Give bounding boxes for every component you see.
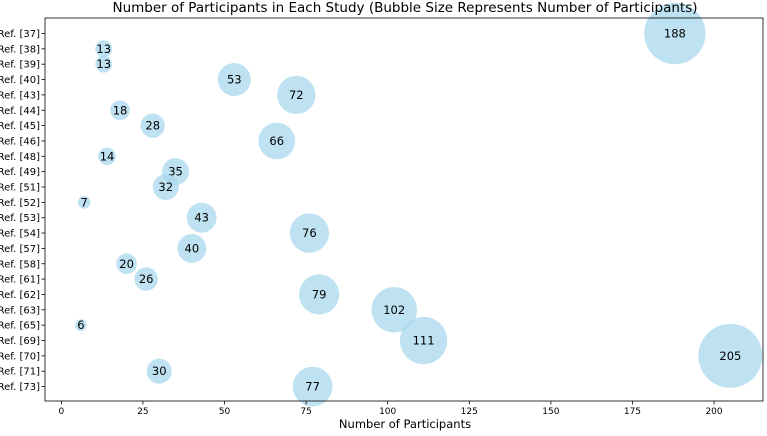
bubble	[292, 366, 333, 407]
x-tick-label: 125	[461, 407, 478, 417]
y-tick-label: Ref. [54]	[0, 229, 40, 240]
y-tick-label: Ref. [70]	[0, 351, 40, 362]
bubble-value-label: 13	[96, 57, 111, 71]
bubble-value-label: 205	[719, 349, 741, 363]
bubble	[98, 147, 116, 166]
chart-title: Number of Participants in Each Study (Bu…	[112, 0, 697, 16]
y-tick-label: Ref. [48]	[0, 152, 40, 163]
x-tick-label: 150	[542, 407, 559, 417]
bubble	[77, 196, 91, 209]
y-tick-label: Ref. [40]	[0, 75, 40, 86]
bubble	[698, 323, 763, 388]
y-tick-label: Ref. [38]	[0, 44, 40, 55]
bubble-value-label: 102	[383, 303, 405, 317]
y-tick-label: Ref. [57]	[0, 244, 40, 255]
y-tick-label: Ref. [37]	[0, 29, 40, 40]
bubble	[289, 213, 330, 253]
bubble	[140, 113, 165, 138]
bubble	[186, 202, 217, 233]
y-tick-label: Ref. [63]	[0, 305, 40, 316]
bubble-value-label: 14	[100, 149, 115, 163]
plot-area-border	[44, 17, 764, 402]
bubble-value-label: 66	[269, 134, 284, 148]
y-tick-label: Ref. [39]	[0, 60, 40, 71]
bubble-value-label: 7	[80, 195, 87, 209]
x-tick-label: 175	[624, 407, 641, 417]
bubble-value-label: 13	[96, 42, 111, 56]
bubble-value-label: 6	[77, 318, 84, 332]
bubble-value-label: 40	[185, 241, 200, 255]
bubble-value-label: 35	[168, 165, 183, 179]
bubble-value-label: 188	[664, 27, 686, 41]
bubble-value-label: 77	[305, 380, 320, 394]
x-tick-label: 50	[219, 407, 231, 417]
y-tick-label: Ref. [51]	[0, 183, 40, 194]
plot-frame	[44, 17, 764, 402]
x-tick-label: 75	[300, 407, 311, 417]
bubble	[152, 174, 179, 200]
y-tick-label: Ref. [44]	[0, 106, 40, 117]
bubble	[177, 233, 207, 263]
y-tick-label: Ref. [53]	[0, 213, 40, 224]
bubble	[95, 40, 113, 58]
bubble-value-label: 18	[113, 103, 128, 117]
x-axis-label: Number of Participants	[339, 417, 471, 431]
x-tick-label: 100	[379, 407, 396, 417]
bubble-value-label: 76	[302, 226, 317, 240]
bubble-value-label: 53	[227, 73, 242, 87]
y-tick-label: Ref. [49]	[0, 167, 40, 178]
bubble	[110, 100, 130, 121]
bubble	[299, 274, 340, 315]
y-axis: Ref. [37] Ref. [38] Ref. [39] Ref. [40] Ref.…	[0, 29, 45, 393]
bubble	[116, 253, 137, 275]
bubble	[371, 287, 417, 333]
y-tick-label: Ref. [43]	[0, 90, 40, 101]
bubble-value-label: 43	[194, 211, 209, 225]
bubble	[277, 75, 316, 115]
bubble	[95, 55, 113, 73]
y-tick-label: Ref. [62]	[0, 290, 40, 301]
x-tick-label: 25	[137, 407, 148, 417]
y-tick-label: Ref. [45]	[0, 121, 40, 132]
bubble-value-label: 32	[158, 180, 173, 194]
bubble	[258, 122, 296, 160]
y-tick-label: Ref. [46]	[0, 136, 40, 147]
bubble-value-label: 28	[145, 119, 160, 133]
bubble	[75, 319, 87, 332]
y-tick-label: Ref. [65]	[0, 321, 40, 332]
bubble	[134, 267, 158, 291]
bubble-value-label: 111	[413, 334, 435, 348]
x-tick-label: 0	[58, 407, 64, 417]
bubble	[217, 63, 251, 97]
x-tick-label: 200	[705, 407, 722, 417]
x-axis: 0 25 50 75 100 125 150 175 200	[58, 401, 723, 417]
y-tick-label: Ref. [52]	[0, 198, 40, 209]
bubble	[146, 358, 172, 384]
bubble-value-label: 30	[152, 364, 167, 378]
bubble-value-label: 20	[119, 257, 134, 271]
y-tick-label: Ref. [61]	[0, 275, 40, 286]
bubble	[399, 316, 448, 365]
y-tick-label: Ref. [69]	[0, 336, 40, 347]
bubble-value-label: 79	[312, 287, 327, 301]
bubble-value-label: 72	[289, 88, 304, 102]
y-tick-label: Ref. [71]	[0, 367, 40, 378]
y-tick-label: Ref. [58]	[0, 259, 40, 270]
y-tick-label: Ref. [73]	[0, 382, 40, 393]
bubble-value-label: 26	[139, 272, 154, 286]
